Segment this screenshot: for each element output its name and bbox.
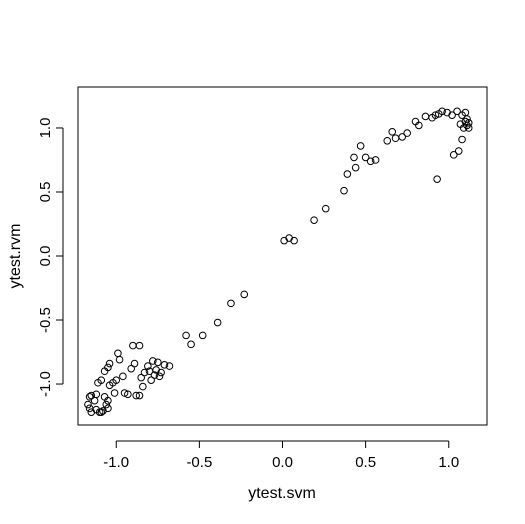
data-point	[464, 119, 473, 127]
data-point	[150, 371, 159, 379]
x-tick-label: -0.5	[186, 454, 212, 471]
data-point	[84, 400, 92, 409]
data-point	[104, 404, 112, 413]
data-point	[92, 390, 101, 399]
data-point	[227, 299, 235, 308]
data-point	[321, 204, 330, 213]
data-point	[154, 358, 162, 367]
data-point	[449, 151, 458, 159]
data-point	[366, 157, 375, 166]
data-point	[97, 376, 106, 384]
data-point	[388, 128, 397, 136]
data-point	[415, 121, 423, 130]
data-point	[155, 372, 164, 381]
data-point	[140, 368, 149, 377]
data-point	[85, 393, 94, 401]
data-point	[403, 129, 411, 137]
data-point	[135, 391, 144, 400]
data-point	[433, 175, 441, 183]
data-point	[438, 107, 446, 116]
data-point	[458, 135, 466, 144]
data-point	[160, 361, 169, 369]
x-tick-label: 1.0	[438, 454, 459, 471]
data-points	[84, 107, 473, 416]
data-point	[361, 153, 370, 162]
data-point	[383, 136, 392, 145]
data-point	[139, 382, 147, 391]
data-point	[112, 376, 121, 384]
data-point	[105, 359, 114, 368]
y-axis: -1.0 -0.5 0.0 0.5 1.0	[37, 118, 64, 397]
data-point	[115, 355, 124, 364]
data-point	[119, 372, 127, 381]
x-tick-label: -1.0	[103, 454, 129, 471]
data-point	[453, 107, 461, 116]
data-point	[110, 389, 119, 397]
y-tick-label: 0.0	[37, 246, 54, 267]
data-point	[102, 400, 111, 409]
x-tick-label: 0.0	[272, 454, 293, 471]
data-point	[340, 186, 348, 195]
data-point	[290, 236, 298, 245]
x-tick-label: 0.5	[355, 454, 376, 471]
data-point	[350, 153, 358, 162]
data-point	[454, 147, 463, 155]
data-point	[310, 216, 318, 224]
data-point	[149, 357, 157, 365]
x-axis: -1.0 -0.5 0.0 0.5 1.0	[103, 440, 459, 471]
data-point	[182, 331, 190, 340]
data-point	[120, 389, 129, 397]
data-point	[97, 408, 106, 416]
data-point	[165, 362, 174, 370]
data-point	[213, 318, 222, 327]
data-point	[104, 396, 112, 405]
y-tick-label: -1.0	[37, 371, 54, 397]
data-point	[464, 124, 473, 132]
data-point	[431, 111, 440, 119]
data-point	[157, 368, 165, 377]
y-tick-label: 0.5	[37, 182, 54, 203]
data-point	[356, 142, 365, 150]
y-axis-label: ytest.rvm	[7, 224, 24, 289]
data-point	[463, 115, 471, 123]
data-point	[144, 362, 152, 370]
data-point	[198, 331, 207, 340]
data-point	[104, 363, 112, 372]
data-point	[351, 163, 360, 172]
y-tick-label: 1.0	[37, 118, 54, 139]
data-point	[398, 133, 407, 141]
data-point	[187, 340, 195, 349]
plot-frame	[77, 86, 488, 426]
data-point	[371, 156, 380, 164]
data-point	[240, 290, 249, 299]
data-point	[130, 359, 139, 368]
y-tick-label: -0.5	[37, 307, 54, 333]
data-point	[135, 341, 144, 350]
data-point	[448, 111, 456, 119]
data-point	[132, 391, 140, 400]
data-point	[343, 170, 352, 178]
x-axis-label: ytest.svm	[248, 485, 316, 502]
data-point	[124, 390, 132, 399]
